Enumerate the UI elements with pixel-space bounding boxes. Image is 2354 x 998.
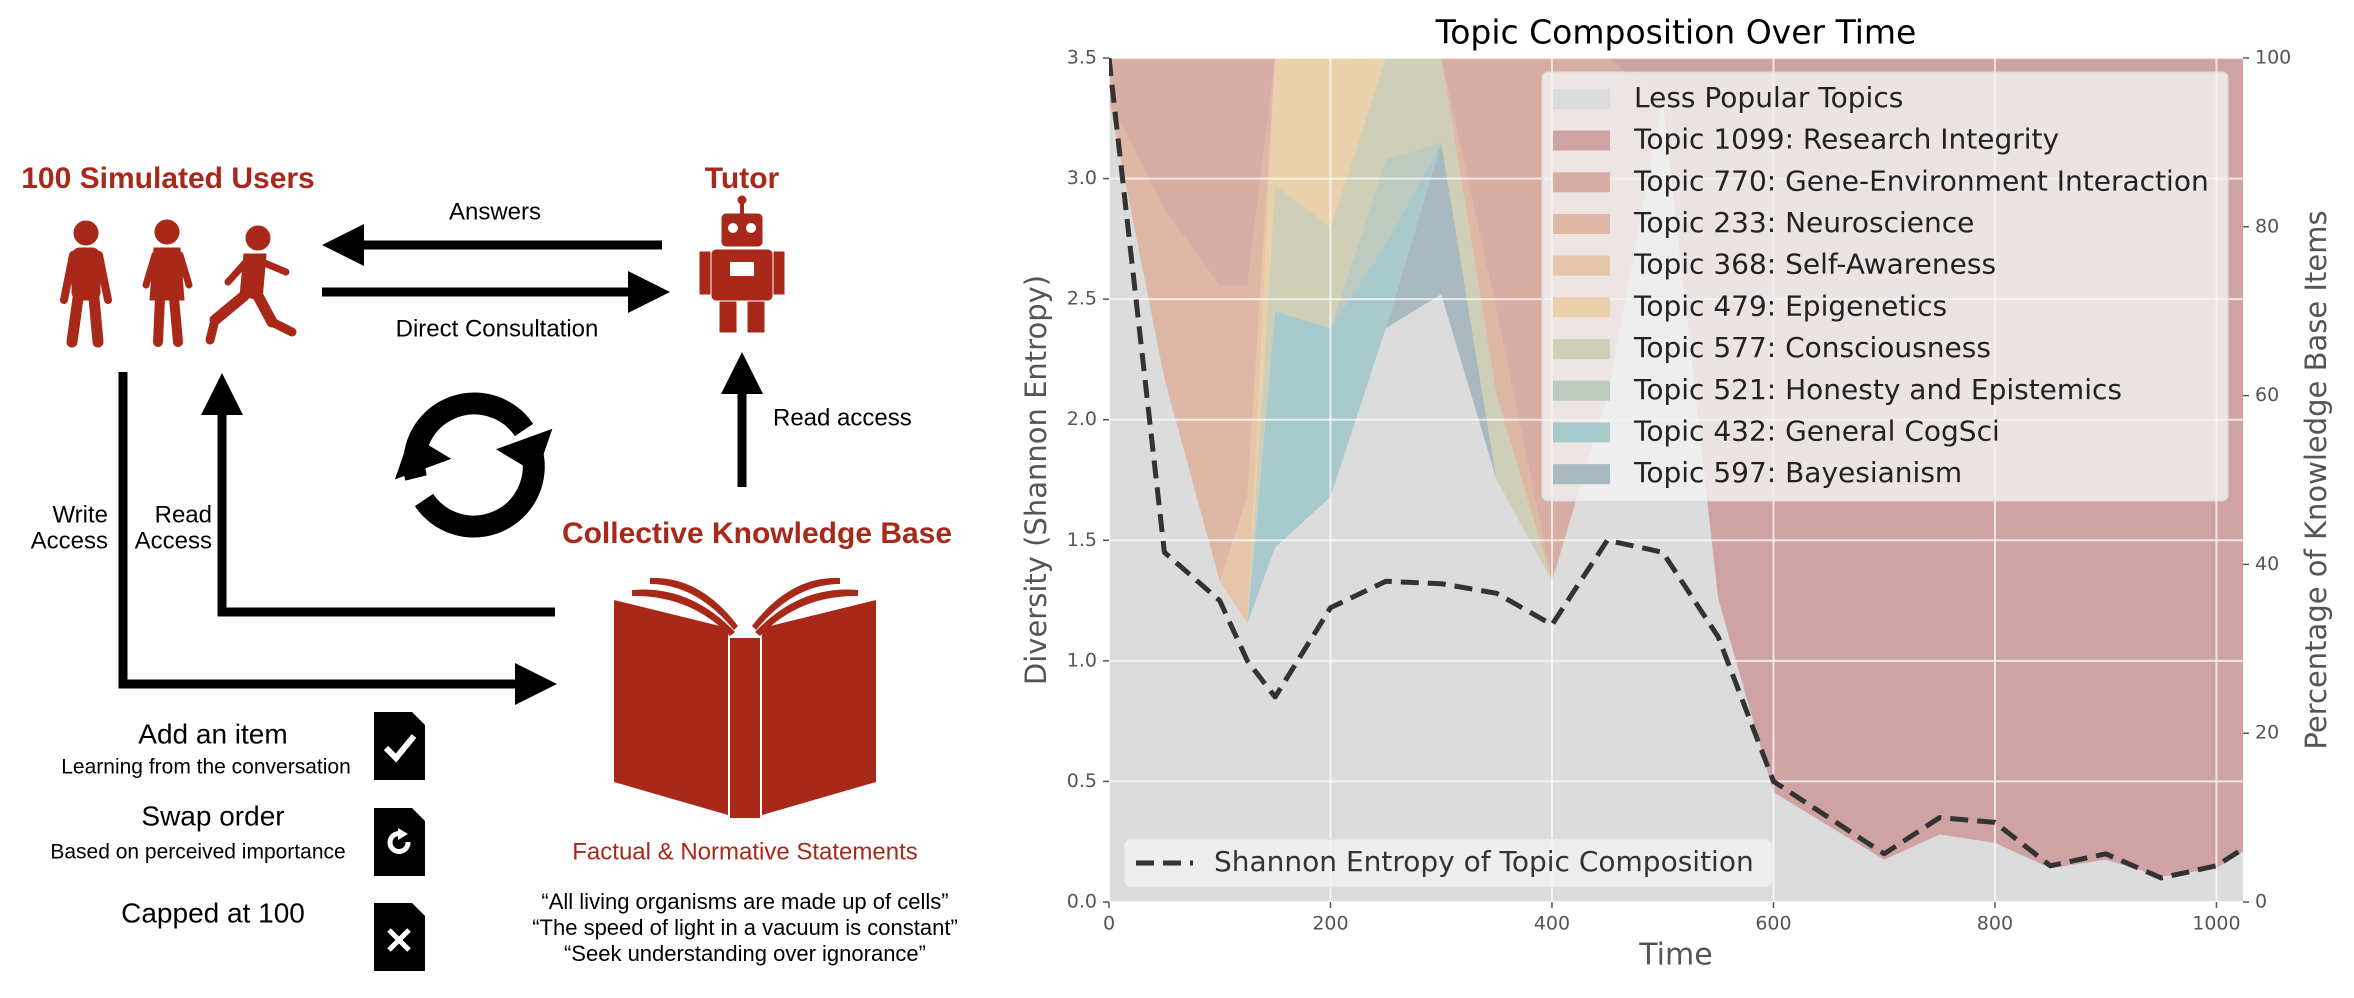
x-axis-label: Time (1638, 938, 1712, 973)
write-access-label: Access (31, 527, 108, 554)
chart: 0 200 400 600 800 10000.00.51.01.52.02.53.03.… (1019, 13, 2333, 973)
y-axis-label: Diversity (Shannon Entropy) (1019, 275, 1053, 685)
x-tick-label: 200 (1312, 913, 1348, 935)
x-tick-label: 1000 (2192, 913, 2240, 935)
axes: 0 200 400 600 800 10000.00.51.01.52.02.53.03.… (1067, 47, 2291, 935)
legend-swatch (1553, 339, 1610, 360)
chart-title: Topic Composition Over Time (1435, 13, 1917, 52)
arrow-lines (118, 240, 747, 689)
x-tick-label: 600 (1755, 913, 1791, 935)
y-tick-label: 0.0 (1067, 891, 1097, 913)
legend-label: Topic 597: Bayesianism (1633, 456, 1962, 489)
legend-swatch (1553, 380, 1610, 401)
y2-axis-label: Percentage of Knowledge Base Items (2299, 210, 2333, 749)
tutor-icon (699, 195, 785, 333)
legend-box (1541, 71, 2229, 502)
y-tick-label: 2.5 (1067, 288, 1097, 310)
cycle-icon (394, 392, 553, 538)
arrow-heads (201, 224, 763, 705)
y2-tick-label: 40 (2255, 553, 2279, 575)
legend-label: Less Popular Topics (1634, 81, 1903, 114)
doc-icon (374, 808, 425, 876)
legend-swatch (1553, 130, 1610, 151)
users-title: 100 Simulated Users (21, 162, 314, 195)
y-tick-label: 2.0 (1067, 408, 1097, 430)
legend-label: Topic 368: Self-Awareness (1633, 248, 1996, 281)
doc-icon (374, 712, 425, 780)
legend-label: Topic 521: Honesty and Epistemics (1633, 373, 2122, 406)
users-icon (60, 219, 297, 348)
legend-label: Shannon Entropy of Topic Composition (1214, 845, 1754, 878)
book-icon (614, 577, 876, 818)
area (1109, 100, 2243, 877)
legend-box (1123, 838, 1773, 888)
legends: Less Popular Topics Topic 1099: Research … (1123, 71, 2229, 888)
y2-tick-label: 100 (2255, 47, 2291, 69)
legend-swatch (1553, 213, 1610, 234)
y-tick-label: 3.5 (1067, 47, 1097, 69)
legend-label: Topic 479: Epigenetics (1633, 289, 1947, 322)
action-detail: Learning from the conversation (61, 756, 351, 779)
doc-icon (374, 903, 425, 971)
x-tick-label: 400 (1534, 913, 1570, 935)
y2-tick-label: 20 (2255, 722, 2279, 744)
legend-swatch (1553, 464, 1610, 485)
quote: “All living organisms are made up of cel… (541, 889, 948, 914)
y-tick-label: 0.5 (1067, 770, 1097, 792)
legend-label: Topic 233: Neuroscience (1633, 206, 1974, 239)
tutor-title: Tutor (705, 162, 780, 195)
quote: “Seek understanding over ignorance” (564, 941, 926, 966)
y2-tick-label: 60 (2255, 384, 2279, 406)
action-detail: Based on perceived importance (50, 841, 345, 864)
action-title: Swap order (141, 800, 284, 831)
read-access-label: Read access (773, 404, 912, 431)
y-tick-label: 3.0 (1067, 167, 1097, 189)
consultation-label: Direct Consultation (396, 315, 599, 342)
x-tick-label: 800 (1977, 913, 2013, 935)
legend-swatch (1553, 255, 1610, 276)
y-tick-label: 1.5 (1067, 529, 1097, 551)
kb-subtitle: Factual & Normative Statements (572, 838, 917, 865)
write-access-label: Write (52, 501, 108, 528)
diagram: 100 Simulated Users Tutor (21, 162, 958, 971)
legend-swatch (1553, 422, 1610, 443)
y-tick-label: 1.0 (1067, 649, 1097, 671)
y2-tick-label: 80 (2255, 215, 2279, 237)
legend-swatch (1553, 297, 1610, 318)
legend-label: Topic 577: Consciousness (1633, 331, 1991, 364)
x-tick-label: 0 (1103, 913, 1115, 935)
legend-swatch (1553, 88, 1610, 109)
legend-label: Topic 770: Gene-Environment Interaction (1633, 164, 2209, 197)
quote: “The speed of light in a vacuum is const… (532, 915, 958, 940)
legend-swatch (1553, 172, 1610, 193)
legend-label: Topic 432: General CogSci (1633, 414, 2000, 447)
area (1109, 58, 2243, 877)
kb-title: Collective Knowledge Base (562, 517, 952, 550)
action-title: Add an item (138, 718, 287, 749)
user-read-access-label: Access (135, 527, 212, 554)
action-title: Capped at 100 (121, 897, 305, 928)
y2-tick-label: 0 (2255, 891, 2267, 913)
legend-label: Topic 1099: Research Integrity (1633, 123, 2059, 156)
user-read-access-label: Read (155, 501, 212, 528)
answers-label: Answers (449, 198, 541, 225)
